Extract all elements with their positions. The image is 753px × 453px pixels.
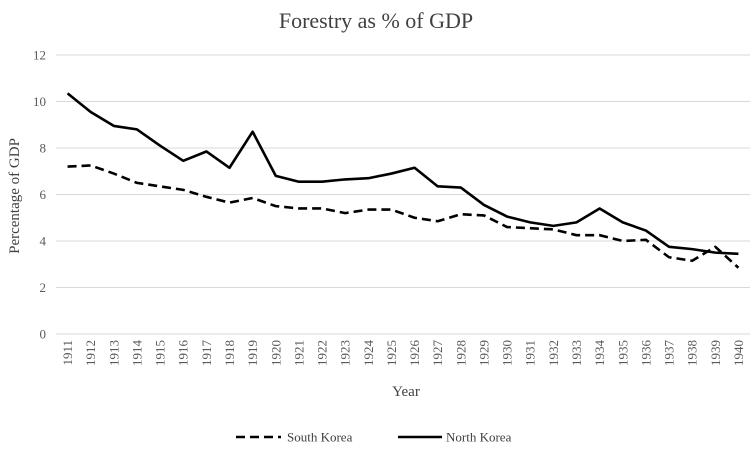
legend-label: South Korea (287, 430, 353, 445)
series-lines (66, 92, 740, 269)
x-tick-label: 1936 (638, 340, 653, 367)
x-axis-label: Year (392, 384, 420, 400)
x-tick-label: 1923 (338, 340, 353, 366)
x-tick-label: 1912 (83, 340, 98, 366)
x-tick-label: 1929 (476, 340, 491, 366)
x-tick-label: 1925 (384, 340, 399, 366)
x-tick-label: 1939 (708, 340, 723, 366)
x-tick-label: 1919 (245, 340, 260, 366)
y-tick-label: 6 (40, 187, 47, 202)
x-tick-label: 1917 (199, 340, 214, 367)
x-axis-ticks: 1911 1912 1913 1914 1915 1916 1917 1918 1919 1920… (60, 340, 746, 367)
x-tick-label: 1916 (176, 340, 191, 367)
x-tick-label: 1920 (268, 340, 283, 366)
x-tick-label: 1913 (106, 340, 121, 366)
x-tick-label: 1938 (685, 340, 700, 366)
gridlines (56, 54, 750, 335)
x-tick-label: 1921 (291, 340, 306, 366)
y-tick-label: 0 (40, 327, 47, 342)
x-tick-label: 1922 (315, 340, 330, 366)
x-tick-label: 1915 (153, 340, 168, 366)
x-tick-label: 1937 (662, 340, 677, 367)
chart-title: Forestry as % of GDP (279, 8, 473, 33)
y-axis-label: Percentage of GDP (7, 138, 23, 254)
south-korea-line (67, 164, 740, 269)
x-tick-label: 1927 (430, 340, 445, 367)
y-tick-label: 2 (40, 280, 47, 295)
y-tick-label: 8 (40, 141, 47, 156)
x-tick-label: 1924 (361, 340, 376, 367)
legend: South Korea North Korea (236, 430, 512, 445)
x-tick-label: 1914 (129, 340, 144, 367)
x-tick-label: 1918 (222, 340, 237, 366)
x-tick-label: 1933 (569, 340, 584, 366)
y-tick-label: 10 (33, 94, 46, 109)
x-tick-label: 1940 (731, 340, 746, 366)
x-tick-label: 1931 (523, 340, 538, 366)
y-tick-label: 4 (40, 234, 47, 249)
y-axis-ticks: 0 2 4 6 8 10 12 (33, 48, 47, 342)
x-tick-label: 1926 (407, 340, 422, 367)
x-tick-label: 1928 (453, 340, 468, 366)
y-tick-label: 12 (33, 48, 46, 63)
legend-label: North Korea (446, 430, 512, 445)
x-tick-label: 1911 (60, 340, 75, 366)
x-tick-label: 1932 (546, 340, 561, 366)
x-tick-label: 1934 (592, 340, 607, 367)
x-tick-label: 1935 (615, 340, 630, 366)
x-tick-label: 1930 (500, 340, 515, 366)
north-korea-line (66, 92, 739, 256)
